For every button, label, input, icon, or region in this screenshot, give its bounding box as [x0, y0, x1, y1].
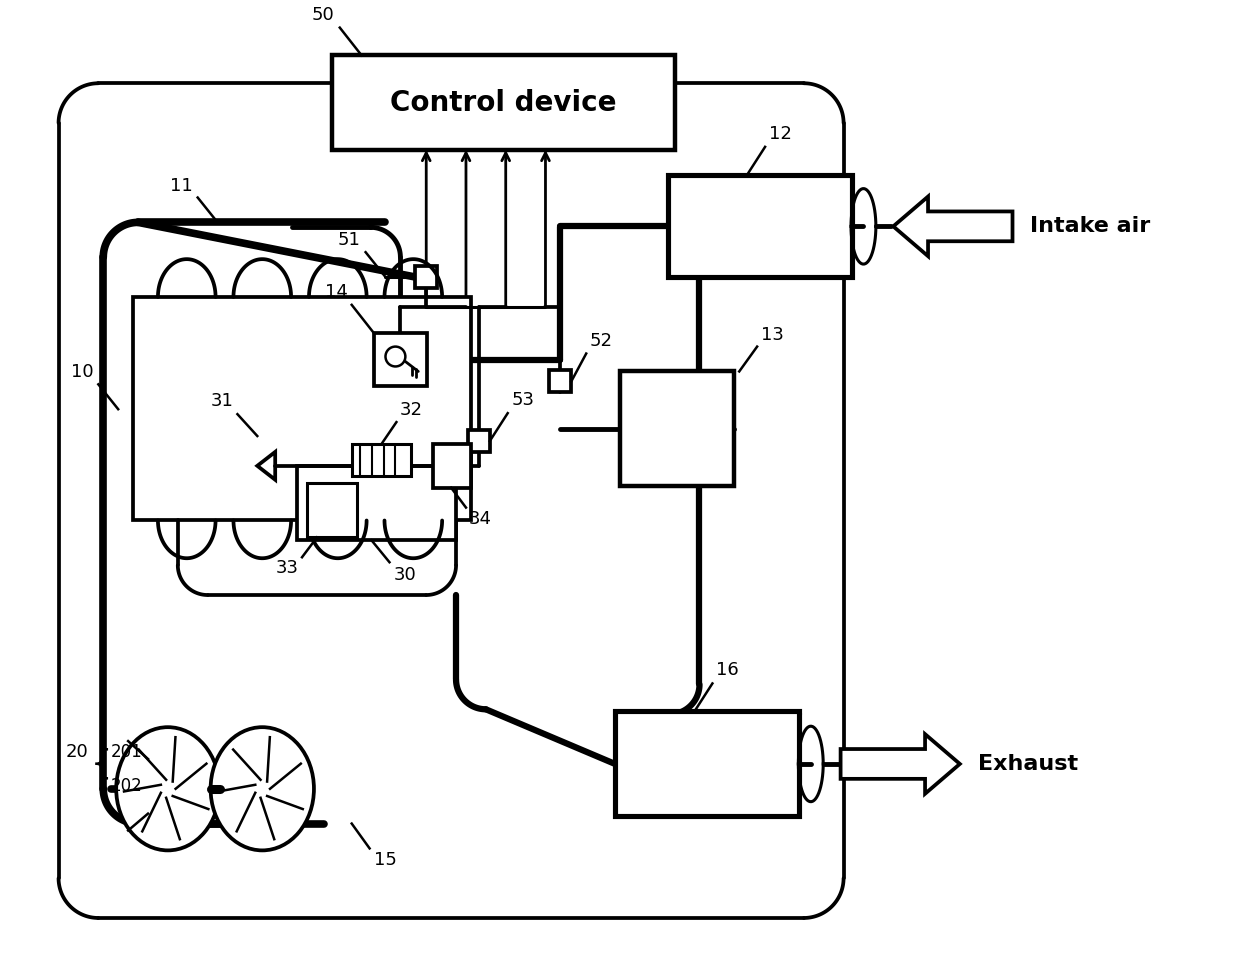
Ellipse shape — [211, 728, 314, 850]
Bar — [352, 444, 412, 475]
Bar — [467, 431, 490, 452]
Text: 14: 14 — [325, 282, 347, 301]
Text: 33: 33 — [277, 559, 299, 578]
Text: Intake air: Intake air — [1030, 216, 1151, 237]
Bar — [133, 297, 471, 520]
Text: 201: 201 — [112, 743, 143, 761]
Circle shape — [386, 347, 405, 366]
Polygon shape — [893, 197, 1013, 256]
Text: 12: 12 — [769, 125, 792, 143]
Bar — [415, 266, 438, 288]
Text: 51: 51 — [337, 231, 361, 249]
Polygon shape — [258, 452, 275, 480]
Text: 20: 20 — [66, 743, 88, 761]
Text: {: { — [91, 747, 112, 780]
Text: 53: 53 — [512, 392, 534, 409]
Text: 52: 52 — [589, 331, 613, 350]
Bar — [332, 56, 675, 150]
Text: 34: 34 — [469, 509, 492, 528]
Bar — [615, 711, 799, 815]
Text: Control device: Control device — [391, 89, 616, 117]
Text: 11: 11 — [170, 176, 192, 195]
Bar — [620, 371, 734, 486]
Text: Exhaust: Exhaust — [977, 754, 1078, 774]
Text: 30: 30 — [393, 566, 417, 584]
Text: 10: 10 — [71, 363, 93, 382]
Text: 16: 16 — [717, 661, 739, 680]
Bar — [433, 444, 471, 488]
Text: 32: 32 — [399, 401, 423, 419]
Text: 15: 15 — [373, 851, 397, 870]
Text: 202: 202 — [112, 777, 143, 795]
Ellipse shape — [117, 728, 219, 850]
Bar — [667, 174, 852, 277]
Bar — [298, 466, 456, 541]
Text: 50: 50 — [311, 6, 334, 23]
Bar — [308, 483, 357, 538]
Text: 13: 13 — [761, 325, 784, 344]
Text: 31: 31 — [211, 393, 233, 410]
Polygon shape — [841, 734, 960, 794]
Bar — [373, 333, 428, 387]
Bar — [549, 370, 572, 393]
